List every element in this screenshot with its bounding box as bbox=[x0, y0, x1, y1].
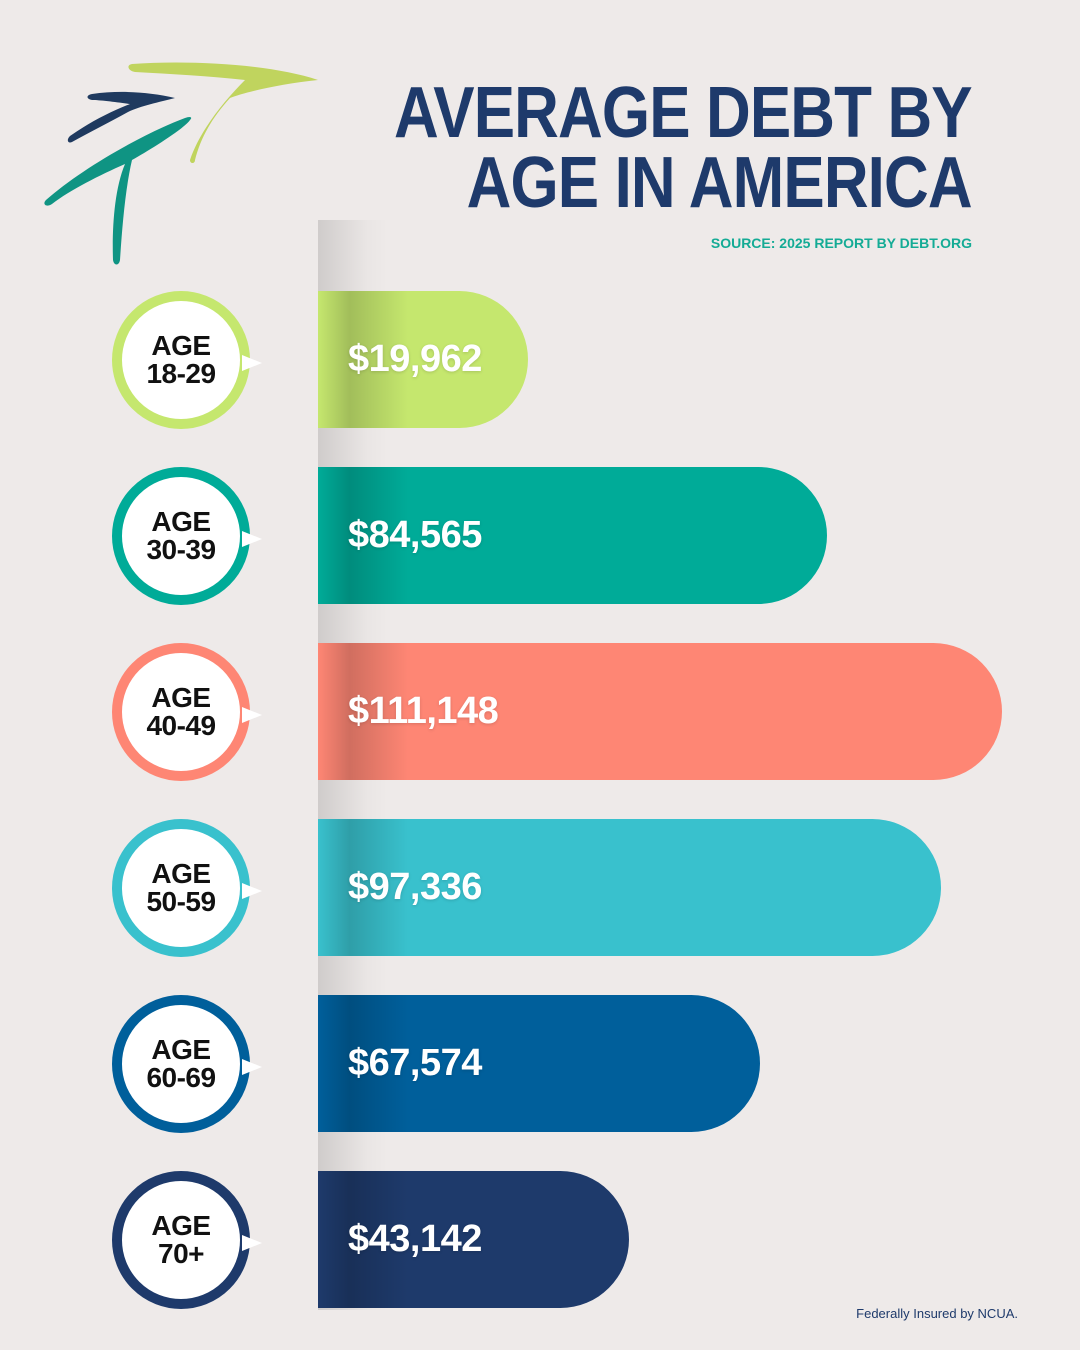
source-note: SOURCE: 2025 REPORT BY DEBT.ORG bbox=[710, 235, 972, 251]
age-badge: AGE 40-49 bbox=[112, 643, 262, 781]
debt-value: $97,336 bbox=[348, 866, 482, 908]
title-line-2: AGE IN AMERICA bbox=[466, 143, 973, 223]
debt-bar: $84,565 bbox=[318, 467, 827, 604]
age-label: AGE bbox=[151, 330, 211, 361]
age-range: 50-59 bbox=[146, 886, 216, 917]
chart-row-60-69: AGE 60-69 $67,574 bbox=[0, 995, 1080, 1133]
age-label: AGE bbox=[151, 1210, 211, 1241]
footer-disclaimer: Federally Insured by NCUA. bbox=[856, 1306, 1018, 1321]
age-range: 30-39 bbox=[146, 534, 216, 565]
debt-value: $84,565 bbox=[348, 514, 482, 556]
chart-row-40-49: AGE 40-49 $111,148 bbox=[0, 643, 1080, 781]
age-label: AGE bbox=[151, 682, 211, 713]
age-range: 70+ bbox=[158, 1238, 205, 1269]
title-line-1: AVERAGE DEBT BY bbox=[394, 73, 973, 153]
age-range: 18-29 bbox=[146, 358, 216, 389]
debt-bar: $111,148 bbox=[318, 643, 1002, 780]
age-range: 60-69 bbox=[146, 1062, 216, 1093]
debt-value: $67,574 bbox=[348, 1042, 482, 1084]
age-label: AGE bbox=[151, 1034, 211, 1065]
debt-value: $19,962 bbox=[348, 338, 482, 380]
chart-row-30-39: AGE 30-39 $84,565 bbox=[0, 467, 1080, 605]
age-badge: AGE 70+ bbox=[112, 1171, 262, 1309]
age-badge: AGE 18-29 bbox=[112, 291, 262, 429]
age-badge: AGE 30-39 bbox=[112, 467, 262, 605]
page-title: AVERAGE DEBT BY AGE IN AMERICA bbox=[394, 73, 973, 223]
debt-value: $43,142 bbox=[348, 1218, 482, 1260]
chart-row-70-plus: AGE 70+ $43,142 bbox=[0, 1171, 1080, 1309]
debt-bar: $19,962 bbox=[318, 291, 528, 428]
arrows-logo-icon bbox=[44, 62, 318, 265]
age-label: AGE bbox=[151, 506, 211, 537]
chart-row-50-59: AGE 50-59 $97,336 bbox=[0, 819, 1080, 957]
debt-value: $111,148 bbox=[348, 690, 499, 732]
age-label: AGE bbox=[151, 858, 211, 889]
chart-row-18-29: AGE 18-29 $19,962 bbox=[0, 291, 1080, 429]
debt-bar: $67,574 bbox=[318, 995, 760, 1132]
age-range: 40-49 bbox=[146, 710, 216, 741]
debt-bar: $97,336 bbox=[318, 819, 941, 956]
debt-bar: $43,142 bbox=[318, 1171, 629, 1308]
age-badge: AGE 60-69 bbox=[112, 995, 262, 1133]
age-badge: AGE 50-59 bbox=[112, 819, 262, 957]
